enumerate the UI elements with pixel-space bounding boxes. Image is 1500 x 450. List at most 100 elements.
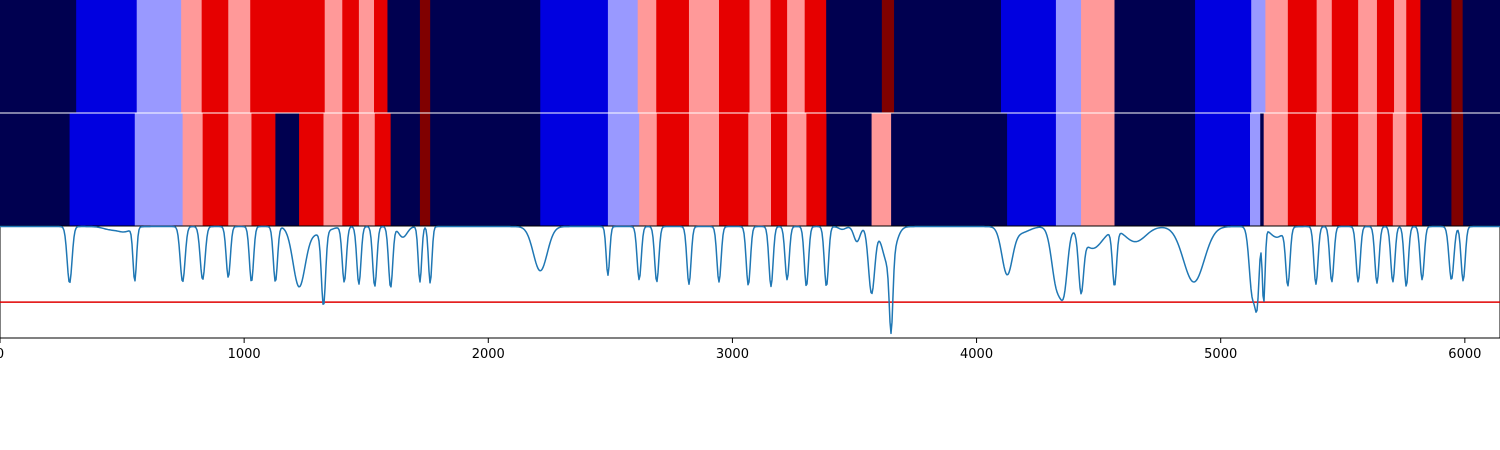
heatmap-cell <box>748 113 772 226</box>
heatmap-cell <box>181 0 203 113</box>
heatmap-cell <box>826 113 873 226</box>
x-tick-label: 0 <box>0 347 4 362</box>
heatmap-cell <box>419 113 431 226</box>
heatmap-cell <box>134 113 184 226</box>
heatmap-cell <box>250 0 326 113</box>
heatmap-cell <box>770 0 788 113</box>
heatmap-cell <box>1265 0 1289 113</box>
heatmap-cell <box>1358 0 1378 113</box>
heatmap-cell <box>1055 0 1082 113</box>
heatmap-cell <box>358 113 376 226</box>
heatmap-cell <box>251 113 276 226</box>
heatmap-cell <box>718 0 751 113</box>
heatmap-cell <box>1451 0 1464 113</box>
heatmap-cell <box>201 0 229 113</box>
heatmap-cell <box>787 113 807 226</box>
heatmap-cell <box>0 113 71 226</box>
heatmap-cell <box>342 0 360 113</box>
heatmap-cell <box>804 0 827 113</box>
heatmap-cell <box>1007 113 1057 226</box>
heatmap-cell <box>419 0 431 113</box>
heatmap-cell <box>1287 113 1317 226</box>
heatmap-cell <box>387 0 421 113</box>
heatmap-cell <box>1358 113 1378 226</box>
heatmap-cell <box>358 0 375 113</box>
heatmap-cell <box>771 113 788 226</box>
x-axis: 0 1000 2000 3000 4000 5000 6000 <box>0 338 1481 362</box>
x-tick-label: 2000 <box>472 347 505 362</box>
heatmap-cell <box>1376 113 1394 226</box>
heatmap-band-2 <box>0 113 1500 226</box>
signal-line <box>0 225 1500 335</box>
heatmap-cell <box>390 113 421 226</box>
heatmap-cell <box>1394 0 1407 113</box>
heatmap-cell <box>430 0 541 113</box>
heatmap-cell <box>607 0 639 113</box>
heatmap-cell <box>228 113 253 226</box>
heatmap-cell <box>76 0 138 113</box>
heatmap-cell <box>1260 113 1265 226</box>
heatmap-band-1 <box>0 0 1500 113</box>
heatmap-cell <box>342 113 360 226</box>
heatmap-cell <box>607 113 640 226</box>
heatmap-cell <box>324 0 343 113</box>
heatmap-cell <box>1376 0 1395 113</box>
heatmap-cell <box>1463 113 1500 226</box>
heatmap-cell <box>275 113 300 226</box>
heatmap-cell <box>540 113 609 226</box>
heatmap-cell <box>826 0 883 113</box>
x-tick-label: 1000 <box>228 347 261 362</box>
x-tick-label: 6000 <box>1448 347 1481 362</box>
heatmap-cell <box>1331 113 1359 226</box>
heatmap-cell <box>871 113 892 226</box>
heatmap-cell <box>1195 113 1251 226</box>
heatmap-cell <box>228 0 251 113</box>
heatmap-cell <box>688 113 720 226</box>
heatmap-cell <box>1331 0 1359 113</box>
heatmap-cell <box>894 0 1002 113</box>
heatmap-cell <box>1316 0 1333 113</box>
heatmap-cell <box>637 0 657 113</box>
heatmap-cell <box>1462 0 1500 113</box>
heatmap-cell <box>1251 0 1266 113</box>
signal-panel <box>0 225 1500 339</box>
heatmap-cell <box>540 0 609 113</box>
heatmap-cell <box>1406 0 1422 113</box>
heatmap-cell <box>69 113 136 226</box>
heatmap-cell <box>806 113 828 226</box>
heatmap-cell <box>749 0 772 113</box>
heatmap-cell <box>1420 0 1453 113</box>
x-tick-label: 5000 <box>1204 347 1237 362</box>
heatmap-cell <box>1114 0 1196 113</box>
heatmap-cell <box>1055 113 1082 226</box>
heatmap-cell <box>656 113 690 226</box>
heatmap-cell <box>0 0 77 113</box>
heatmap-cell <box>323 113 343 226</box>
heatmap-cell <box>1081 0 1116 113</box>
heatmap-cell <box>881 0 895 113</box>
heatmap-cell <box>1195 0 1252 113</box>
heatmap-cell <box>688 0 720 113</box>
heatmap-cell <box>787 0 806 113</box>
heatmap-cell <box>1114 113 1196 226</box>
x-tick-label: 4000 <box>960 347 993 362</box>
heatmap-cell <box>639 113 658 226</box>
heatmap-cell <box>1250 113 1261 226</box>
heatmap-cell <box>1392 113 1407 226</box>
heatmap-cell <box>1422 113 1453 226</box>
heatmap-cell <box>718 113 749 226</box>
heatmap-cell <box>430 113 541 226</box>
heatmap-cell <box>182 113 204 226</box>
heatmap-cell <box>374 0 389 113</box>
heatmap-cell <box>1263 113 1289 226</box>
heatmap-cell <box>299 113 325 226</box>
x-tick-label: 3000 <box>716 347 749 362</box>
heatmap-cell <box>1451 113 1464 226</box>
heatmap-cell <box>1406 113 1423 226</box>
heatmap-cell <box>1081 113 1116 226</box>
heatmap-cell <box>374 113 392 226</box>
heatmap-cell <box>656 0 690 113</box>
heatmap-cell <box>1287 0 1318 113</box>
heatmap-cell <box>136 0 182 113</box>
